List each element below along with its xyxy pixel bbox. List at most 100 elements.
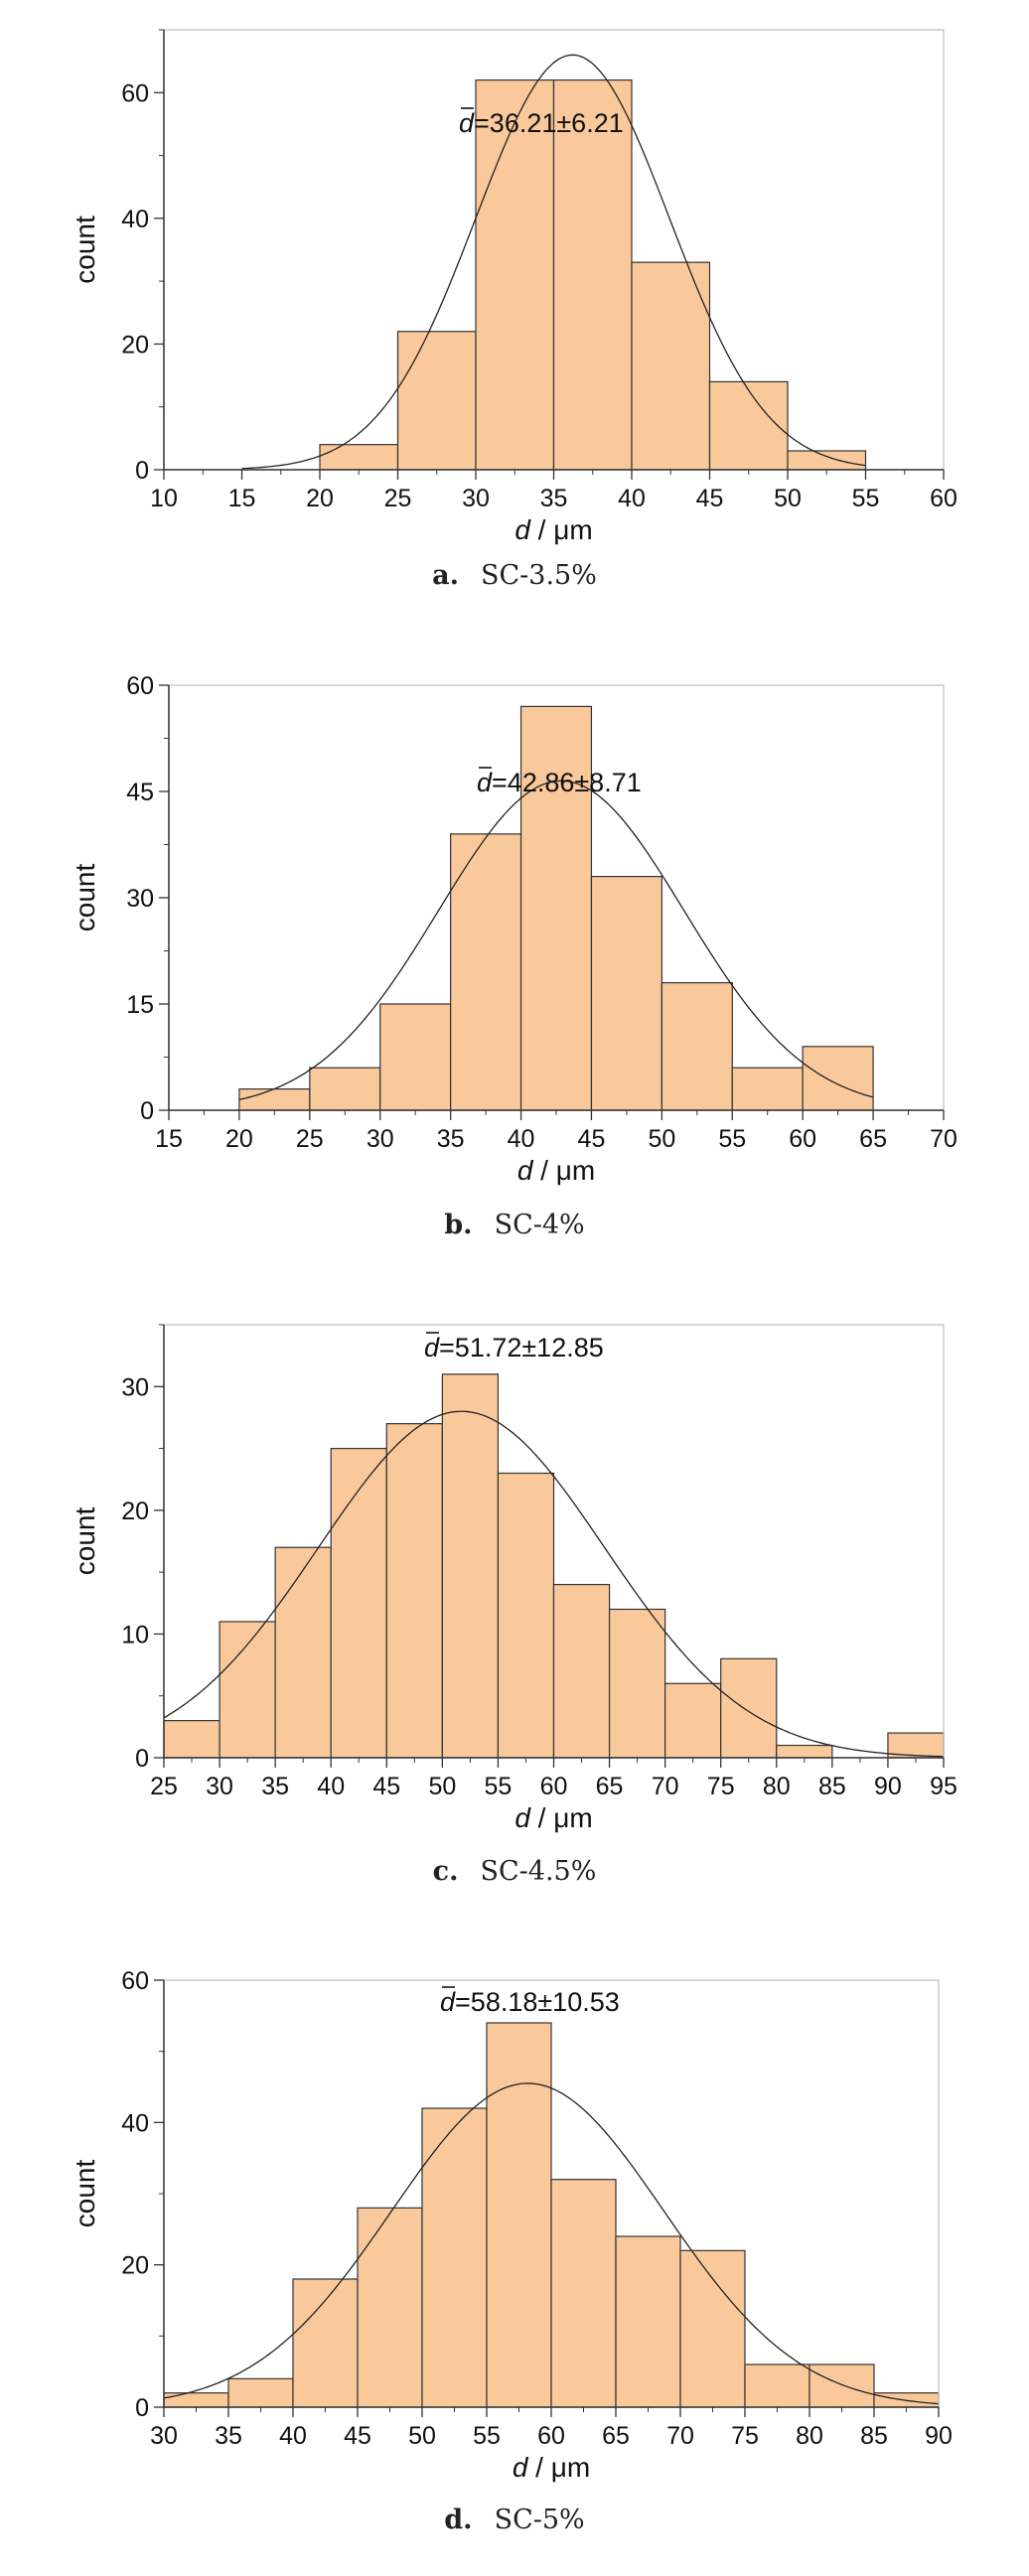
caption-text: SC-4% [495,1210,585,1240]
panel-caption: b. SC-4% [444,1210,584,1240]
y-axis-title: count [70,2160,100,2228]
x-axis-symbol: d [517,1155,534,1186]
histogram-bars [238,705,874,1111]
histogram-bar [552,1583,611,1759]
y-tick-label: 60 [121,1967,149,1995]
x-tick-label: 25 [150,1773,178,1800]
y-tick-label: 0 [135,457,149,485]
x-tick-label: 70 [930,1125,957,1153]
x-tick-label: 65 [596,1773,624,1800]
x-axis-title: d / μm [514,514,592,545]
panel-caption: c. SC-4.5% [433,1856,597,1887]
mean-sd-annotation: d=51.72±12.85 [424,1333,604,1362]
x-tick-label: 35 [261,1773,289,1800]
histogram-bar [808,2363,875,2408]
x-axis-unit: / μm [530,1802,593,1833]
chart-panel-a: 10 15 20 25 30 35 40 45 50 55 60 0 20 40 60 d / μm count… [70,29,957,591]
y-tick-label: 0 [135,2394,149,2422]
x-tick-label: 10 [150,485,178,512]
histogram-bar [475,79,555,471]
x-axis-title: d / μm [517,1155,595,1186]
histogram-bar [163,2392,229,2408]
x-tick-label: 20 [225,1125,253,1153]
x-tick-label: 85 [860,2422,888,2450]
histogram-bar [661,981,733,1111]
x-tick-label: 55 [852,485,880,512]
histogram-bar [379,1003,452,1111]
histogram-bar [776,1744,833,1759]
x-tick-label: 50 [428,1773,456,1800]
x-tick-label: 45 [696,485,724,512]
x-axis-unit: / μm [530,514,593,545]
x-tick-label: 40 [618,485,646,512]
histogram-bar [787,450,867,471]
y-tick-label: 20 [121,1498,149,1525]
x-tick-label: 40 [279,2422,307,2450]
y-axis-title: count [70,215,100,284]
x-tick-label: 50 [774,485,802,512]
mean-sd-annotation: d=58.18±10.53 [440,1987,620,2017]
histogram-bar [744,2363,810,2408]
annotation-value: =51.72±12.85 [439,1333,604,1362]
x-tick-label: 75 [731,2422,759,2450]
histogram-bar [292,2278,359,2408]
histogram-bar [450,833,522,1111]
x-tick-label: 20 [306,485,334,512]
x-tick-label: 60 [930,485,957,512]
normal-fit-curve [241,54,866,470]
y-tick-label: 30 [121,1373,149,1401]
chart-panel-c: 25 30 35 40 45 50 55 60 65 70 75 80 85 90 95 0 10 20 30 d /… [70,1324,957,1887]
histogram-bar [238,1087,311,1111]
x-tick-label: 45 [344,2422,371,2450]
x-axis-symbol: d [514,514,531,545]
y-tick-label: 40 [121,2109,149,2137]
histogram-bar [421,2107,488,2408]
y-tick-label: 60 [121,79,149,107]
y-tick-label: 30 [126,885,154,913]
annotation-value: =36.21±6.21 [474,108,624,138]
y-tick-label: 0 [140,1097,154,1125]
normal-fit-curve [238,780,874,1101]
y-tick-label: 10 [121,1621,149,1648]
caption-letter: c. [433,1856,459,1887]
histogram-bar [497,1472,555,1759]
histogram-bar [309,1067,381,1111]
histogram-bar [731,1067,804,1111]
y-tick-label: 40 [121,206,149,233]
x-tick-label: 30 [462,485,490,512]
y-tick-label: 15 [126,991,154,1019]
x-tick-label: 30 [150,2422,178,2450]
x-tick-label: 95 [930,1773,957,1800]
x-tick-label: 30 [367,1125,394,1153]
y-axis-title: count [70,864,100,932]
normal-fit-curve [163,1410,945,1758]
x-axis-symbol: d [513,2452,529,2483]
x-tick-label: 90 [874,1773,902,1800]
annotation-value: =42.86±8.71 [492,768,642,797]
annotation-value: =58.18±10.53 [455,1987,620,2017]
y-tick-label: 20 [121,2252,149,2280]
x-axis-unit: / μm [532,1155,595,1186]
caption-text: SC-5% [495,2504,585,2535]
histogram-bar [441,1373,500,1759]
y-tick-label: 60 [126,672,154,700]
x-tick-label: 55 [718,1125,746,1153]
histogram-bar [590,875,662,1111]
x-tick-label: 15 [155,1125,183,1153]
caption-letter: b. [444,1210,472,1240]
x-tick-label: 40 [317,1773,345,1800]
x-tick-label: 35 [437,1125,465,1153]
histogram-bar [615,2235,681,2408]
histogram-bar [720,1657,778,1759]
x-tick-label: 70 [652,1773,679,1800]
x-tick-label: 65 [859,1125,887,1153]
annotation-symbol: d [459,108,475,138]
x-tick-label: 80 [763,1773,791,1800]
x-tick-label: 55 [485,1773,513,1800]
histogram-bars [319,79,867,471]
x-tick-label: 15 [228,485,256,512]
